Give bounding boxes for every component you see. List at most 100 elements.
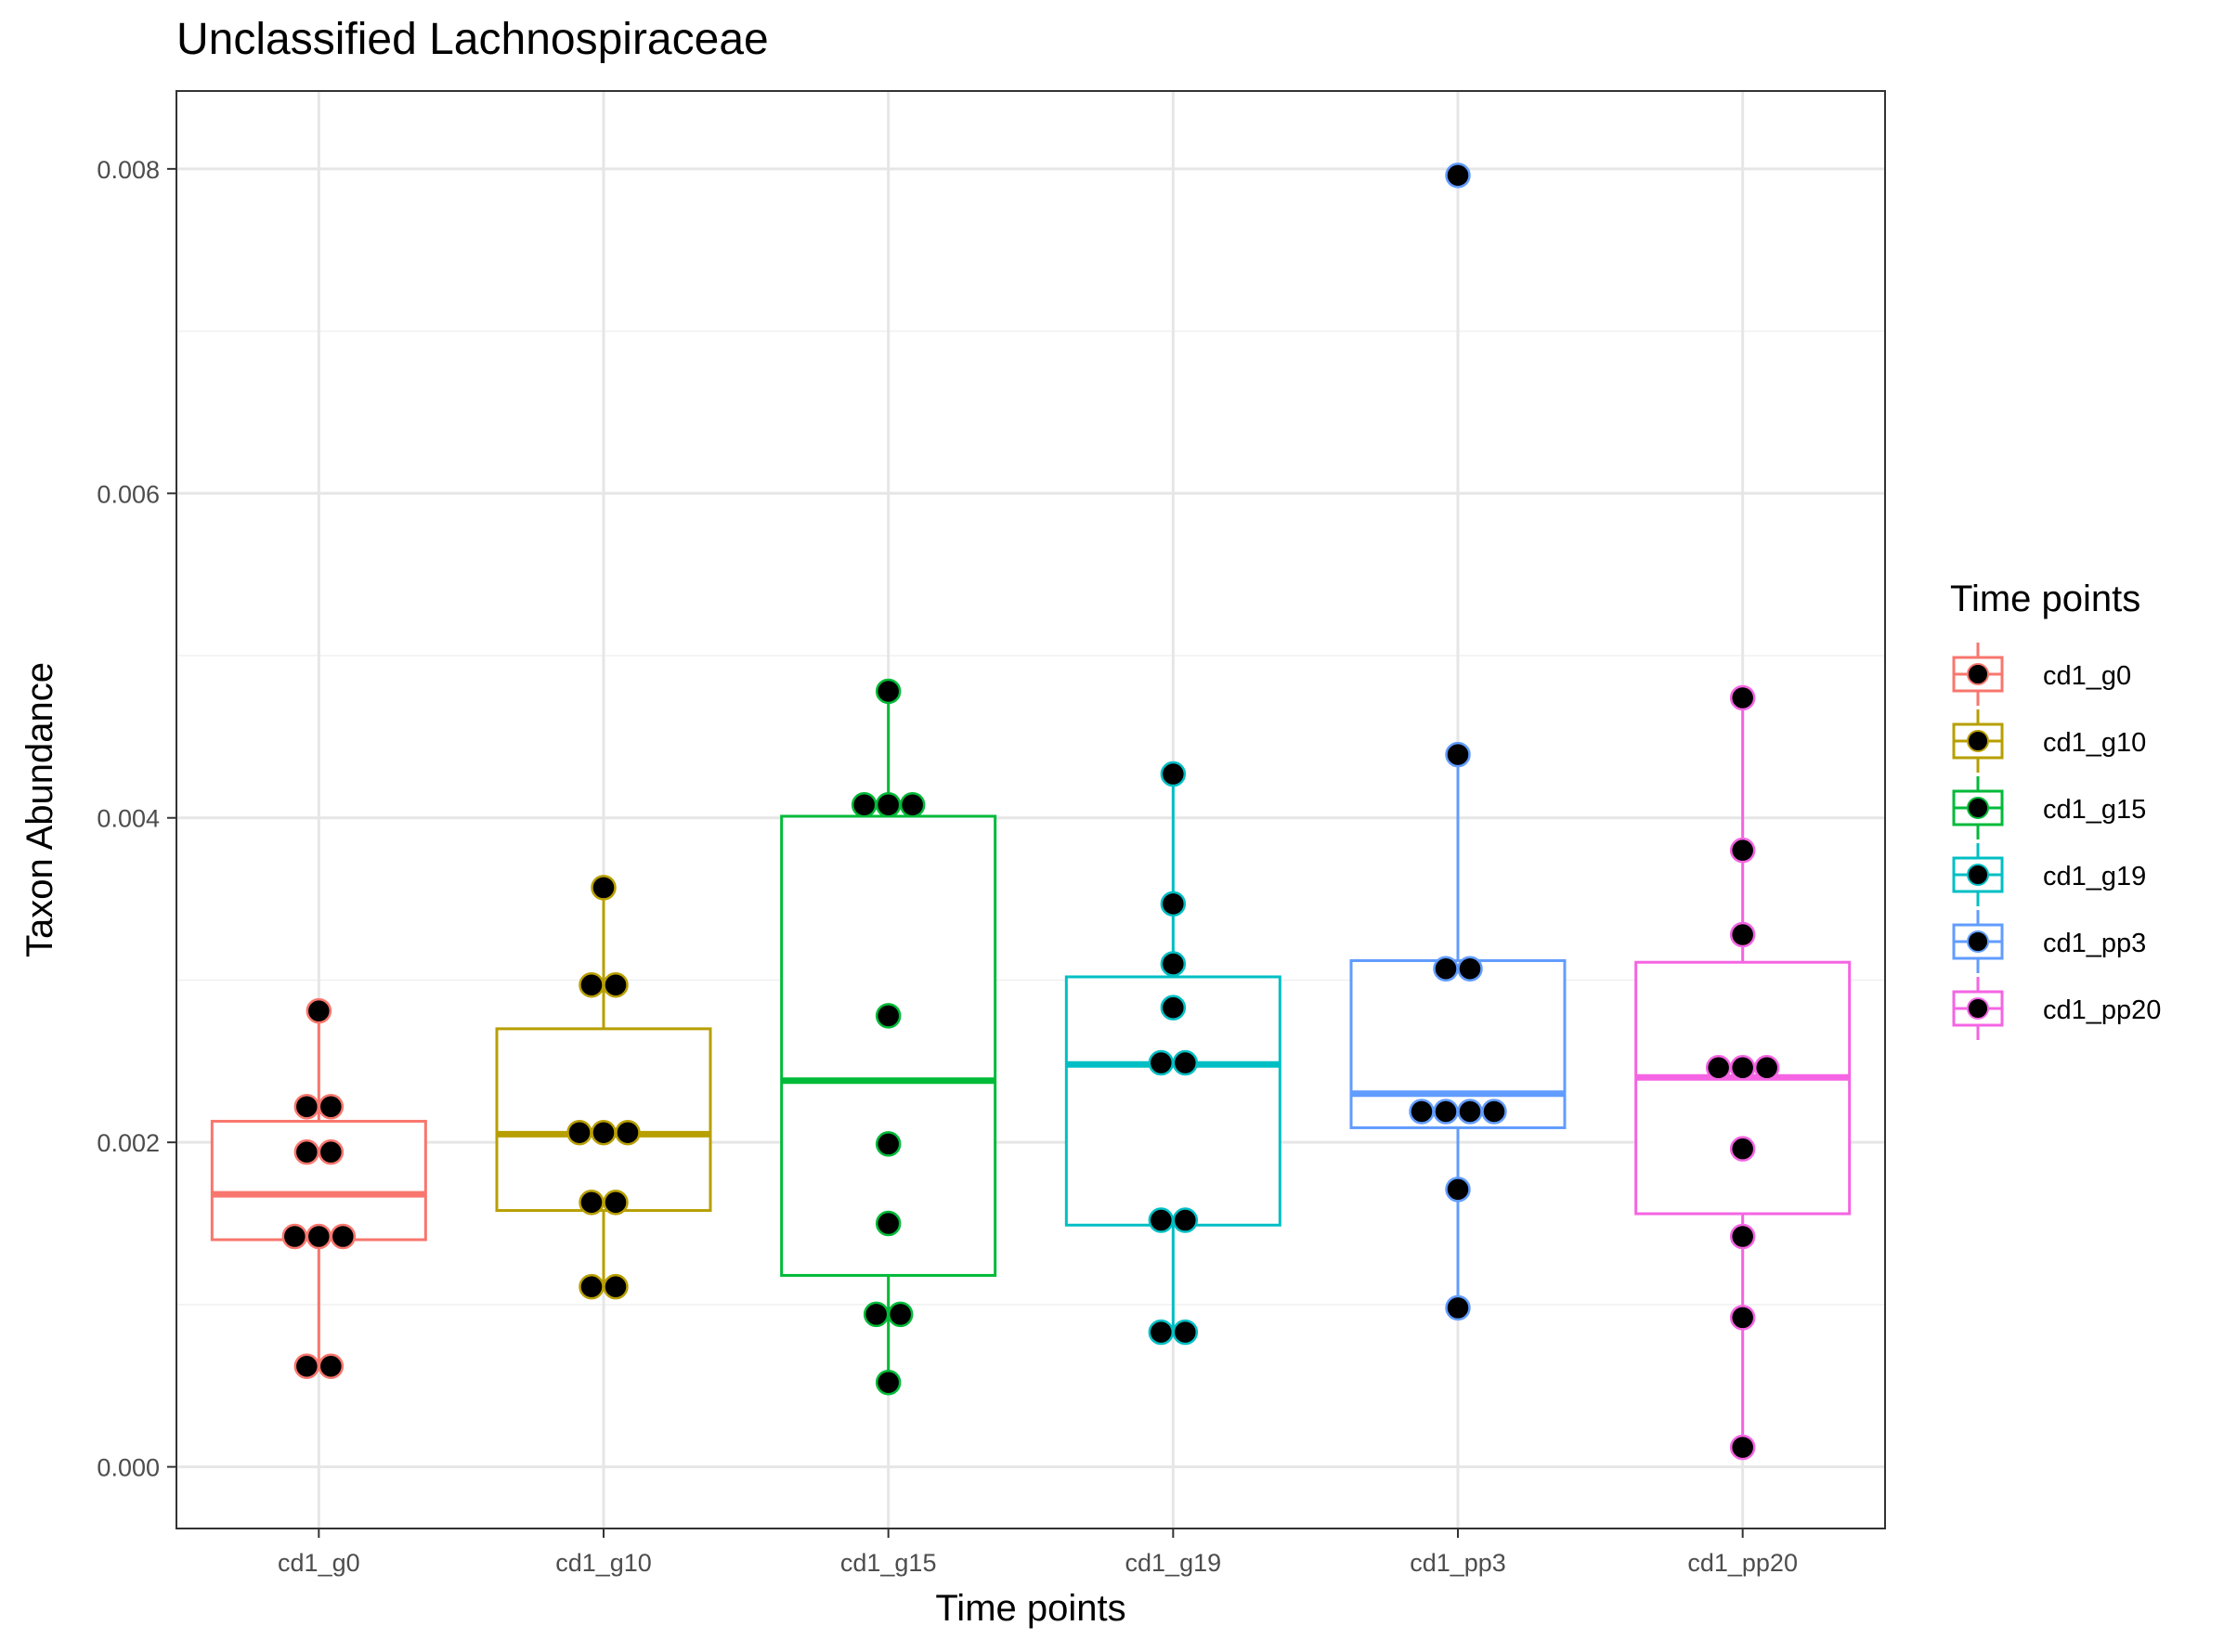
data-point [603, 971, 629, 998]
data-point [318, 1353, 345, 1380]
data-point [875, 1370, 902, 1396]
legend-key-point [1967, 797, 1989, 819]
box-iqr [495, 1027, 712, 1213]
data-point [1729, 921, 1756, 948]
data-point [579, 1190, 605, 1216]
data-point [566, 1119, 592, 1146]
data-point [1160, 761, 1187, 787]
plot-panel-border [176, 90, 1886, 1529]
data-point [293, 1138, 320, 1165]
chart-title: Unclassified Lachnospiraceae [176, 15, 769, 64]
data-point [1172, 1207, 1199, 1233]
box-layer [210, 691, 1852, 1448]
data-point [330, 1223, 357, 1250]
legend: Time points cd1_g0 cd1_g10 cd1_g15 cd1_g19c… [1946, 579, 2161, 1042]
data-point [1148, 1207, 1175, 1233]
data-point [306, 997, 332, 1024]
data-point [851, 792, 878, 818]
data-point [1705, 1055, 1732, 1081]
data-point [579, 1273, 605, 1300]
data-point [1729, 684, 1756, 711]
data-point [1160, 951, 1187, 977]
data-point [1445, 1177, 1471, 1203]
box-iqr [780, 814, 997, 1277]
data-point [875, 678, 902, 705]
data-point [1172, 1049, 1199, 1076]
x-tick-label: cd1_g0 [278, 1549, 360, 1577]
y-tick-label: 0.008 [97, 156, 160, 184]
legend-key-point [1967, 663, 1989, 685]
box-iqr [210, 1119, 427, 1242]
data-point [899, 792, 926, 818]
legend-label: cd1_pp3 [2043, 929, 2146, 958]
data-point [1729, 1434, 1756, 1461]
data-point [318, 1138, 345, 1165]
data-point [1445, 163, 1471, 189]
data-point [1729, 1305, 1756, 1331]
data-point [863, 1301, 890, 1328]
plot-panel-background [176, 91, 1885, 1528]
box-iqr [1349, 958, 1567, 1129]
legend-label: cd1_pp20 [2043, 995, 2161, 1025]
data-point [1729, 837, 1756, 864]
data-point [1148, 1319, 1175, 1346]
data-point [1160, 995, 1187, 1021]
legend-label: cd1_g15 [2043, 795, 2146, 825]
data-point [875, 1131, 902, 1157]
data-point [1433, 956, 1459, 982]
legend-key-point [1967, 730, 1989, 752]
box-iqr [1634, 960, 1852, 1216]
data-point [318, 1093, 345, 1120]
y-tick-label: 0.006 [97, 480, 160, 508]
data-point [875, 792, 902, 818]
data-point [306, 1223, 332, 1250]
data-point [603, 1273, 629, 1300]
data-point [1409, 1099, 1435, 1125]
legend-label: cd1_g0 [2043, 661, 2131, 691]
data-point [1445, 741, 1471, 768]
legend-key-point [1967, 864, 1989, 886]
data-point [875, 1003, 902, 1029]
x-tick-label: cd1_g15 [840, 1549, 937, 1577]
x-axis: cd1_g0 cd1_g10 cd1_g15 cd1_g19 cd1_pp3 cd1_pp… [278, 1528, 1798, 1577]
data-point [1457, 956, 1483, 982]
point-layer [281, 163, 1780, 1461]
legend-title: Time points [1950, 579, 2140, 619]
data-point [1753, 1055, 1780, 1081]
data-point [1729, 1223, 1756, 1250]
data-point [1481, 1099, 1507, 1125]
y-tick-label: 0.004 [97, 805, 160, 833]
data-point [1729, 1055, 1756, 1081]
y-tick-label: 0.002 [97, 1129, 160, 1157]
x-axis-title: Time points [935, 1588, 1125, 1629]
legend-label: cd1_g19 [2043, 862, 2146, 891]
legend-key-point [1967, 930, 1989, 953]
data-point [1160, 891, 1187, 917]
data-point [579, 971, 605, 998]
data-point [281, 1223, 308, 1250]
x-tick-label: cd1_pp20 [1687, 1549, 1798, 1577]
data-point [591, 1119, 617, 1146]
y-tick-label: 0.000 [97, 1454, 160, 1482]
data-point [1172, 1319, 1199, 1346]
x-tick-label: cd1_g10 [555, 1549, 652, 1577]
data-point [293, 1353, 320, 1380]
data-point [875, 1210, 902, 1237]
x-tick-label: cd1_g19 [1125, 1549, 1222, 1577]
y-axis: 0.000 0.002 0.004 0.006 0.008 [97, 156, 176, 1482]
grid-layer [176, 91, 1885, 1528]
data-point [1445, 1294, 1471, 1321]
data-point [603, 1190, 629, 1216]
legend-key-point [1967, 997, 1989, 1020]
data-point [293, 1093, 320, 1120]
legend-label: cd1_g10 [2043, 728, 2146, 758]
y-axis-title: Taxon Abundance [20, 662, 60, 957]
data-point [1433, 1099, 1459, 1125]
data-point [591, 875, 617, 901]
data-point [615, 1119, 641, 1146]
data-point [887, 1301, 914, 1328]
data-point [1457, 1099, 1483, 1125]
data-point [1148, 1049, 1175, 1076]
